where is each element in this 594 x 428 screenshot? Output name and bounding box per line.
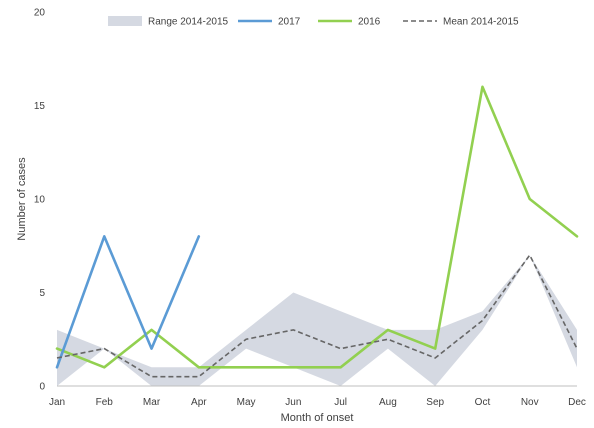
y-tick-label: 15 <box>34 101 46 112</box>
legend-item: 2016 <box>318 17 381 28</box>
x-tick-label: Dec <box>568 397 586 408</box>
series-line-2016 <box>55 85 579 369</box>
y-tick-label: 5 <box>39 288 45 299</box>
y-tick-label: 10 <box>34 195 46 206</box>
legend-swatch <box>108 16 142 26</box>
y-tick-label: 0 <box>39 382 45 393</box>
series-layer <box>55 85 579 378</box>
legend-item: Mean 2014-2015 <box>403 17 519 28</box>
legend-item: Range 2014-2015 <box>108 16 229 28</box>
legend-item: 2017 <box>238 17 301 28</box>
legend: Range 2014-2015 2017 2016 Mean 2014-2015 <box>108 16 519 28</box>
series-line-mean-2014-2015 <box>56 254 578 378</box>
x-tick-label: Mar <box>143 397 161 408</box>
y-axis-ticks: 0 5 10 15 20 <box>34 8 46 393</box>
x-tick-label: Nov <box>521 397 539 408</box>
x-tick-label: Apr <box>191 397 207 408</box>
series-line-2017 <box>55 235 201 369</box>
x-tick-label: Aug <box>379 397 397 408</box>
range-band-layer <box>57 255 577 386</box>
legend-label: 2017 <box>278 17 301 28</box>
x-tick-label: Oct <box>475 397 491 408</box>
x-axis-title: Month of onset <box>281 412 354 423</box>
x-axis-ticks: Jan Feb Mar Apr May Jun Jul Aug Sep Oct Nov Dec <box>49 397 586 408</box>
x-tick-label: Feb <box>96 397 114 408</box>
legend-label: Range 2014-2015 <box>148 17 229 28</box>
x-tick-label: Jul <box>334 397 347 408</box>
legend-label: Mean 2014-2015 <box>443 17 519 28</box>
legend-label: 2016 <box>358 17 381 28</box>
x-tick-label: Sep <box>426 397 444 408</box>
x-tick-label: May <box>237 397 256 408</box>
x-tick-label: Jan <box>49 397 65 408</box>
y-axis-title: Number of cases <box>16 157 28 241</box>
range-band-area <box>57 255 577 386</box>
x-tick-label: Jun <box>285 397 301 408</box>
y-tick-label: 20 <box>34 8 46 19</box>
